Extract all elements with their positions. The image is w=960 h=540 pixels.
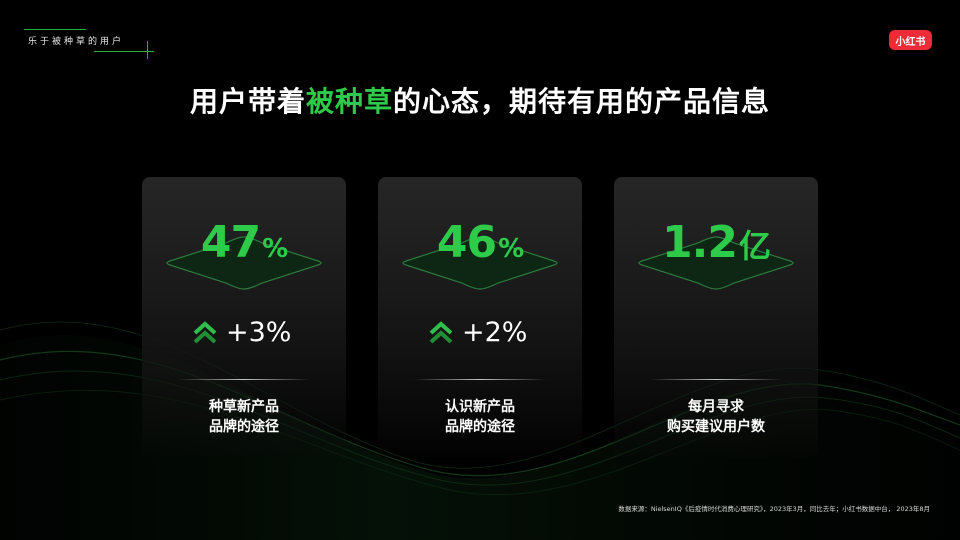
stat-caption: 认识新产品 品牌的途径 [378,397,582,437]
stat-unit: % [262,234,288,264]
stat-value: 1.2亿 [614,217,818,268]
stat-unit: 亿 [738,227,771,265]
page-headline: 用户带着被种草的心态，期待有用的产品信息 [0,80,960,120]
stat-change-text: +3% [226,317,292,348]
stat-value: 47% [142,217,346,268]
stat-caption-line2: 购买建议用户数 [667,419,765,435]
stat-caption-line1: 每月寻求 [688,399,744,415]
stat-change: +3% [192,317,291,348]
double-chevron-up-icon [193,320,217,343]
card-divider [178,379,310,380]
stat-caption: 每月寻求 购买建议用户数 [614,397,818,437]
data-source-footnote: 数据来源：NielsenIQ《后疫情时代消费心理研究》，2023年3月，同比去年… [618,505,930,513]
stat-card-3: 1.2亿 每月寻求 购买建议用户数 [614,177,818,457]
stat-caption: 种草新产品 品牌的途径 [142,397,346,437]
stat-caption-line1: 种草新产品 [209,399,279,415]
diamond-plate-graphic [402,236,558,290]
card-divider [414,379,546,380]
stat-card-1: 47% +3% 种草新产品 品牌的途径 [142,177,346,457]
stat-card-2: 46% +2% 认识新产品 品牌的途径 [378,177,582,457]
stat-number: 46 [436,217,497,268]
diamond-plate-graphic [166,236,322,290]
stat-number: 1.2 [662,217,738,268]
stat-change: +2% [428,317,527,348]
stat-change-text: +2% [462,317,528,348]
card-divider [650,379,782,380]
stat-value: 46% [378,217,582,268]
stat-number: 47 [200,217,261,268]
stat-unit: % [498,234,524,264]
stat-caption-line1: 认识新产品 [445,399,515,415]
tag-top-line [24,29,86,30]
stat-caption-line2: 品牌的途径 [445,419,515,435]
tag-cross-mark [147,41,148,59]
section-tag: 乐于被种草的用户 [28,37,125,47]
headline-part2: 的心态，期待有用的产品信息 [393,85,771,118]
tag-bottom-line [94,51,154,52]
double-chevron-up-icon [429,320,453,343]
headline-part1: 用户带着 [189,85,306,118]
xiaohongshu-logo: 小红书 [889,30,932,50]
headline-highlight: 被种草 [305,85,393,118]
diamond-plate-graphic [638,236,794,290]
stat-caption-line2: 品牌的途径 [209,419,279,435]
